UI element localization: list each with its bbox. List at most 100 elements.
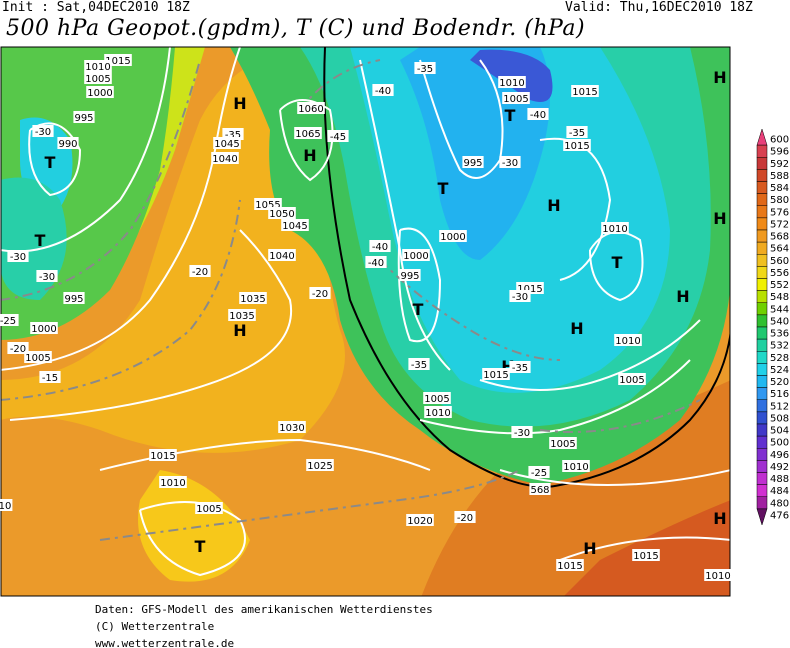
- label-box: [528, 466, 550, 478]
- label-box: [549, 437, 577, 449]
- contour-label: 1015: [633, 551, 658, 562]
- contour-label: -20: [457, 513, 473, 524]
- label-box: [149, 449, 177, 461]
- label-box: [499, 156, 521, 168]
- colorbar-cell: [756, 302, 768, 316]
- pressure-center: T: [45, 153, 56, 172]
- label-box: [566, 126, 588, 138]
- contour-label: -40: [368, 258, 384, 269]
- colorbar-label: 560: [770, 256, 789, 267]
- colorbar-label: 596: [770, 147, 789, 158]
- footer-line: (C) Wetterzentrale: [95, 620, 215, 633]
- label-box: [30, 322, 58, 334]
- pressure-center: T: [612, 253, 623, 272]
- contour-label: -15: [42, 373, 58, 384]
- colorbar-cell: [756, 411, 768, 425]
- pressure-center: H: [676, 287, 689, 306]
- label-box: [414, 62, 436, 74]
- label-box: [159, 476, 187, 488]
- label-box: [327, 130, 349, 142]
- colorbar-label: 552: [770, 280, 789, 291]
- colorbar-cell: [756, 448, 768, 461]
- contour-label: -45: [330, 132, 346, 143]
- colorbar-cell: [756, 193, 768, 206]
- colorbar-label: 568: [770, 232, 789, 243]
- contour-label: 1040: [269, 251, 294, 262]
- label-box: [211, 152, 239, 164]
- contour-label: 1000: [440, 232, 465, 243]
- colorbar-label: 532: [770, 341, 789, 352]
- pressure-center: H: [713, 209, 726, 228]
- colorbar-cell: [756, 278, 768, 291]
- pressure-center: H: [303, 146, 316, 165]
- label-box: [73, 111, 95, 123]
- label-box: [509, 361, 531, 373]
- contour-label: -35: [512, 363, 528, 374]
- contour-label: -30: [514, 428, 530, 439]
- label-box: [439, 230, 467, 242]
- colorbar-label: 520: [770, 377, 789, 388]
- contour-label: -40: [372, 242, 388, 253]
- colorbar-label: 488: [770, 474, 789, 485]
- contour-label: -35: [569, 128, 585, 139]
- contour-label: 1005: [25, 353, 50, 364]
- colorbar-label: 524: [770, 365, 789, 376]
- label-box: [423, 392, 451, 404]
- colorbar-cell: [756, 387, 768, 400]
- label-box: [294, 127, 322, 139]
- contour-label: 1010: [85, 62, 110, 73]
- label-box: [189, 265, 211, 277]
- contour-label: 1045: [214, 139, 239, 150]
- contour-label: 1065: [295, 129, 320, 140]
- colorbar-cap: [756, 128, 768, 146]
- contour-label: -40: [530, 110, 546, 121]
- contour-label: 1005: [619, 375, 644, 386]
- label-box: [32, 125, 54, 137]
- label-box: [369, 240, 391, 252]
- colorbar-cell: [756, 496, 768, 510]
- label-box: [529, 483, 551, 495]
- label-box: [268, 249, 296, 261]
- label-box: [39, 371, 61, 383]
- colorbar-label: 516: [770, 389, 789, 400]
- contour-label: 1010: [563, 462, 588, 473]
- colorbar-label: 576: [770, 207, 789, 218]
- label-box: [502, 92, 530, 104]
- colorbar-label: 500: [770, 438, 789, 449]
- contour-label: 1015: [150, 451, 175, 462]
- label-box: [563, 139, 591, 151]
- colorbar-cell: [756, 290, 768, 303]
- colorbar-label: 592: [770, 159, 789, 170]
- contour-label: 1055: [255, 200, 280, 211]
- label-box: [614, 334, 642, 346]
- colorbar-label: 536: [770, 329, 789, 340]
- colorbar-cell: [756, 266, 768, 279]
- colorbar-cell: [756, 351, 768, 364]
- colorbar-cell: [756, 363, 768, 376]
- contour-label: 1010: [615, 336, 640, 347]
- contour-label: 1005: [550, 439, 575, 450]
- label-box: [571, 85, 599, 97]
- pressure-center: H: [233, 94, 246, 113]
- pressure-center: H: [713, 509, 726, 528]
- label-box: [63, 292, 85, 304]
- label-box: [7, 250, 29, 262]
- map-title: 500 hPa Geopot.(gpdm), T (C) und Bodendr…: [6, 16, 586, 41]
- label-box: [511, 426, 533, 438]
- contour-label: 1015: [483, 370, 508, 381]
- colorbar-cell: [756, 472, 768, 485]
- colorbar-cell: [756, 169, 768, 182]
- colorbar-label: 556: [770, 268, 789, 279]
- pressure-center: T: [438, 179, 449, 198]
- pressure-center: T: [35, 231, 46, 250]
- contour-label: 1040: [212, 154, 237, 165]
- colorbar-label: 588: [770, 171, 789, 182]
- contour-label: -30: [512, 292, 528, 303]
- contour-label: 1015: [105, 56, 130, 67]
- colorbar-cell: [756, 399, 768, 413]
- label-box: [195, 502, 223, 514]
- label-box: [424, 406, 452, 418]
- colorbar-label: 580: [770, 195, 789, 206]
- label-box: [24, 351, 52, 363]
